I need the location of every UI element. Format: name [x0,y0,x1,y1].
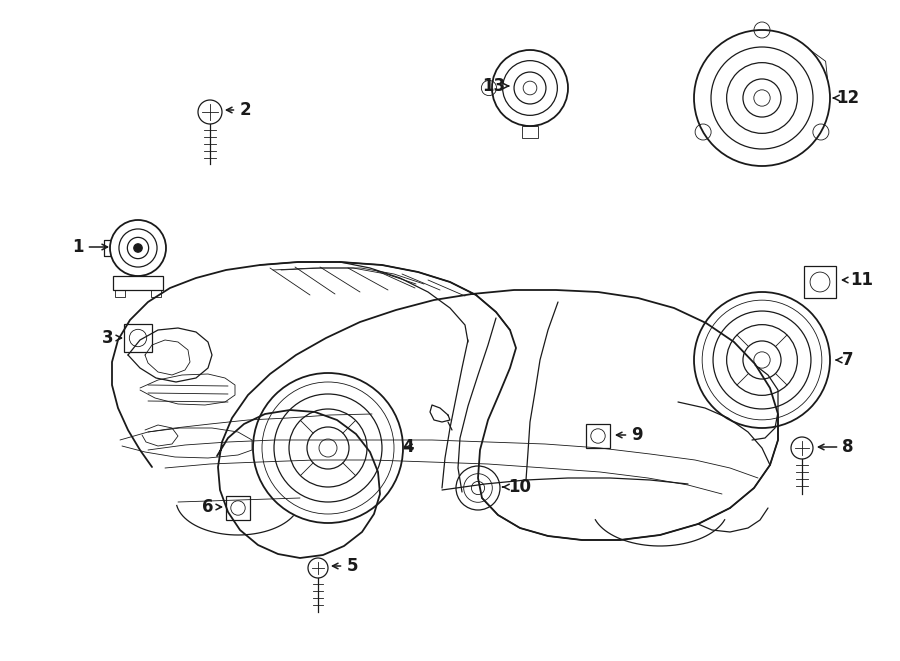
Text: 13: 13 [482,77,508,95]
Circle shape [134,244,142,253]
Bar [522,126,538,138]
Text: 4: 4 [402,438,414,456]
Text: 7: 7 [836,351,854,369]
Bar [586,424,610,448]
Bar [151,290,161,297]
Text: 8: 8 [818,438,854,456]
Bar [124,324,152,352]
Bar [226,496,250,520]
Text: 2: 2 [227,101,251,119]
Text: 6: 6 [202,498,221,516]
Bar [112,276,163,290]
Bar [115,290,125,297]
Text: 1: 1 [72,238,107,256]
Text: 3: 3 [103,329,122,347]
Bar [804,266,836,298]
Text: 11: 11 [842,271,874,289]
Text: 10: 10 [503,478,532,496]
Text: 12: 12 [833,89,860,107]
Text: 9: 9 [616,426,643,444]
Text: 5: 5 [332,557,358,575]
